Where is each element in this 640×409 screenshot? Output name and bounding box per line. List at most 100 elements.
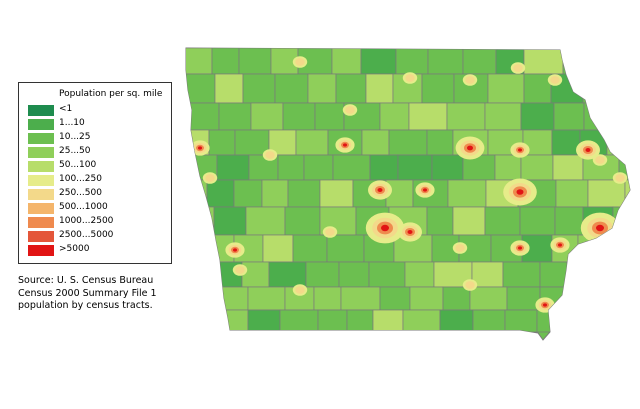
county <box>587 179 626 208</box>
county <box>442 286 471 311</box>
density-patch <box>377 188 383 192</box>
county <box>313 286 342 311</box>
legend-label: <1 <box>59 104 73 114</box>
legend-swatch <box>28 203 54 214</box>
density-patch <box>596 224 604 232</box>
legend-swatch <box>28 231 54 242</box>
county <box>452 206 486 236</box>
legend-label: 500...1000 <box>59 202 108 212</box>
county <box>186 286 211 311</box>
county <box>608 73 630 104</box>
county <box>408 102 448 131</box>
county <box>213 206 247 236</box>
legend-item: 100...250 <box>28 174 168 188</box>
county <box>565 309 600 333</box>
county <box>247 309 281 333</box>
density-patch <box>516 189 524 195</box>
county <box>319 179 354 208</box>
county <box>566 261 595 288</box>
county <box>284 206 321 236</box>
county <box>234 129 270 156</box>
county <box>368 261 406 288</box>
county <box>439 309 474 333</box>
density-patch <box>615 174 625 182</box>
county <box>551 129 581 156</box>
density-patch <box>205 174 215 182</box>
county <box>426 206 454 236</box>
legend-swatch <box>28 105 54 116</box>
county <box>628 48 630 75</box>
legend-item: 50...100 <box>28 160 168 174</box>
legend-item: 10...25 <box>28 132 168 146</box>
county <box>395 48 429 75</box>
county <box>472 309 506 333</box>
county <box>262 234 294 263</box>
county <box>303 154 334 181</box>
county <box>241 261 270 288</box>
county <box>338 261 370 288</box>
county <box>426 129 454 156</box>
county <box>218 102 252 131</box>
source-note: Source: U. S. Census Bureau Census 2000 … <box>18 275 157 313</box>
county <box>504 309 538 333</box>
legend-swatch <box>28 147 54 158</box>
county <box>369 154 399 181</box>
density-patch <box>295 58 305 66</box>
county <box>211 48 240 75</box>
density-patch <box>467 145 473 151</box>
legend-label: 1000...2500 <box>59 216 114 226</box>
legend-label: 2500...5000 <box>59 230 114 240</box>
county <box>553 102 585 131</box>
county <box>317 309 348 333</box>
county <box>216 154 250 181</box>
density-patch <box>198 146 202 150</box>
county <box>186 206 215 236</box>
density-patch <box>423 188 427 192</box>
county <box>208 129 236 156</box>
county <box>186 73 216 104</box>
density-patch <box>343 143 347 147</box>
county <box>612 102 630 131</box>
legend-swatch <box>28 189 54 200</box>
county <box>186 261 212 288</box>
county <box>404 261 435 288</box>
county <box>186 102 220 131</box>
county <box>335 73 367 104</box>
county <box>469 286 508 311</box>
county <box>536 309 567 333</box>
county <box>494 154 522 181</box>
density-patches <box>190 56 628 313</box>
county <box>624 179 630 208</box>
legend-label: 250...500 <box>59 188 102 198</box>
density-patch <box>381 224 389 232</box>
county <box>523 48 564 75</box>
county <box>589 48 630 75</box>
legend-label: 1...10 <box>59 118 85 128</box>
density-patch <box>233 248 237 252</box>
county <box>287 179 321 208</box>
county <box>361 129 390 156</box>
county <box>554 206 584 236</box>
county <box>582 73 610 104</box>
county <box>397 154 433 181</box>
county <box>427 48 464 75</box>
county <box>484 206 521 236</box>
county <box>421 73 455 104</box>
legend-item: <1 <box>28 104 168 118</box>
legend-item: 2500...5000 <box>28 230 168 244</box>
county <box>409 286 444 311</box>
county <box>261 179 289 208</box>
county <box>487 73 525 104</box>
county <box>326 234 365 263</box>
legend-swatch <box>28 175 54 186</box>
density-patch <box>550 76 560 84</box>
county <box>433 261 473 288</box>
source-line-1: Source: U. S. Census Bureau <box>18 275 154 286</box>
county <box>233 179 263 208</box>
county <box>340 286 381 311</box>
density-patch <box>558 243 562 247</box>
county <box>346 309 374 333</box>
density-patch <box>518 246 522 250</box>
density-patch <box>455 244 465 252</box>
